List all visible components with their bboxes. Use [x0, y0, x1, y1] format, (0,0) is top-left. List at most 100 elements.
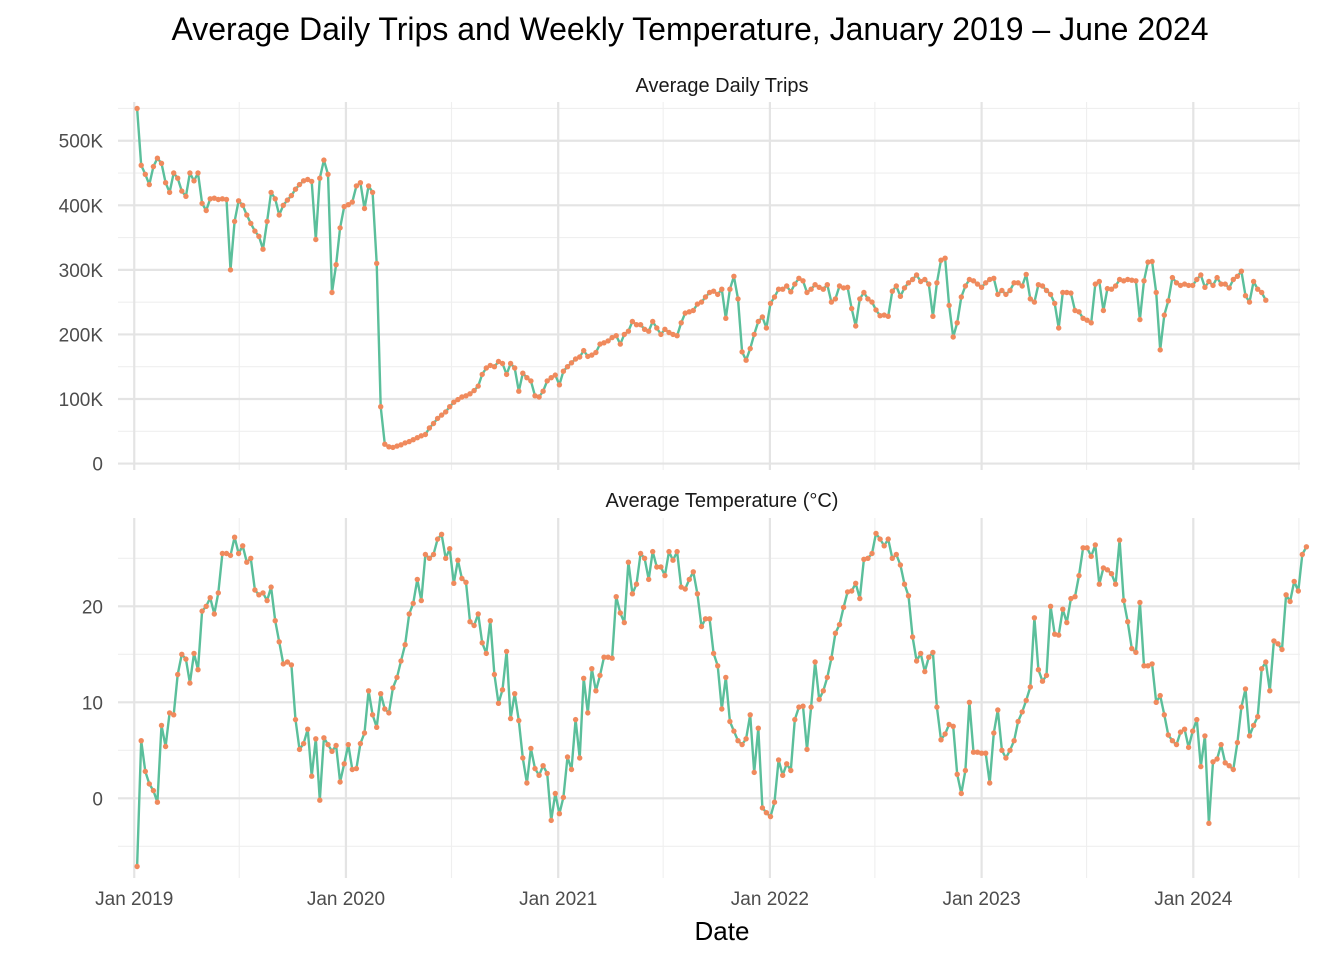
data-point [499, 360, 506, 367]
data-point [1287, 598, 1293, 605]
data-point [309, 773, 315, 779]
data-point [836, 283, 843, 289]
data-point [215, 590, 221, 596]
y-tick-label: 500K [59, 132, 104, 153]
data-point [788, 289, 794, 295]
data-point [528, 378, 534, 384]
data-point [1060, 606, 1066, 612]
data-point [1157, 692, 1163, 699]
x-tick-label: Jan 2022 [731, 889, 809, 910]
data-point [430, 420, 437, 427]
data-point [666, 329, 672, 336]
data-point [670, 557, 676, 563]
data-point [735, 738, 741, 744]
data-point [581, 675, 587, 681]
data-point [1230, 276, 1237, 283]
data-point [386, 710, 392, 716]
data-point [479, 640, 485, 646]
data-point [402, 440, 408, 446]
data-point [658, 331, 664, 338]
data-point [755, 318, 761, 325]
panel-temperature: Average Temperature (°C) 0 10 20 [82, 490, 1310, 878]
data-point [966, 276, 973, 283]
data-point [374, 260, 380, 267]
data-point [727, 286, 733, 292]
data-point [524, 780, 530, 786]
data-point [463, 579, 469, 585]
data-point [828, 299, 835, 305]
data-point [378, 691, 384, 697]
data-point [755, 725, 761, 731]
data-point [1283, 592, 1289, 598]
data-point [978, 750, 985, 756]
data-point [341, 761, 347, 767]
data-point [467, 619, 473, 625]
data-point [942, 255, 948, 261]
data-point [369, 712, 376, 718]
data-point [1108, 286, 1115, 292]
data-point [1035, 667, 1042, 673]
data-point [1141, 663, 1147, 669]
data-point [840, 604, 847, 610]
data-point [751, 769, 757, 776]
data-point [800, 703, 806, 709]
data-point [690, 569, 696, 575]
data-point [272, 618, 278, 624]
data-point [946, 302, 952, 309]
data-point [162, 743, 169, 750]
data-point [621, 619, 627, 626]
data-point [1242, 686, 1249, 692]
data-point [646, 576, 652, 583]
data-point [658, 564, 664, 570]
data-point [1190, 728, 1196, 734]
data-point [179, 651, 185, 657]
data-point [244, 559, 250, 565]
data-point [767, 813, 774, 820]
data-point [731, 273, 737, 279]
data-point [938, 737, 944, 743]
data-point [357, 740, 364, 747]
data-point [329, 748, 335, 754]
data-point [926, 654, 932, 660]
data-point [922, 668, 928, 675]
data-point [260, 590, 266, 596]
data-point [686, 576, 692, 583]
data-point [593, 688, 599, 694]
x-tick-label: Jan 2021 [519, 889, 597, 910]
data-point [796, 704, 802, 710]
data-point [268, 584, 274, 590]
data-point [353, 183, 360, 189]
data-point [1295, 588, 1302, 594]
data-point [1064, 619, 1070, 626]
data-point [735, 296, 741, 302]
data-point [313, 736, 319, 742]
x-tick-label: Jan 2020 [307, 889, 385, 910]
data-point [244, 212, 250, 218]
chart-title: Average Daily Trips and Weekly Temperatu… [171, 11, 1208, 47]
data-point [471, 622, 477, 629]
data-point [885, 536, 891, 542]
data-point [1173, 280, 1180, 286]
y-tick-label: 100K [59, 390, 104, 411]
data-point [499, 687, 506, 693]
data-point [1052, 300, 1058, 307]
data-point [1112, 581, 1119, 587]
data-point [1161, 712, 1168, 718]
data-point [491, 671, 498, 678]
data-point [909, 634, 916, 640]
y-tick-label: 0 [92, 789, 103, 810]
data-point [556, 811, 563, 817]
data-point [1092, 542, 1099, 548]
data-point [1303, 544, 1310, 550]
data-point [528, 745, 534, 752]
data-point [1076, 572, 1082, 579]
data-point [138, 738, 144, 744]
data-point [1035, 282, 1042, 288]
data-point [520, 370, 526, 376]
data-point [1096, 278, 1103, 285]
data-point [503, 371, 510, 378]
data-point [284, 197, 291, 203]
data-point [276, 639, 282, 645]
data-point [617, 610, 623, 616]
data-point [1218, 741, 1224, 748]
